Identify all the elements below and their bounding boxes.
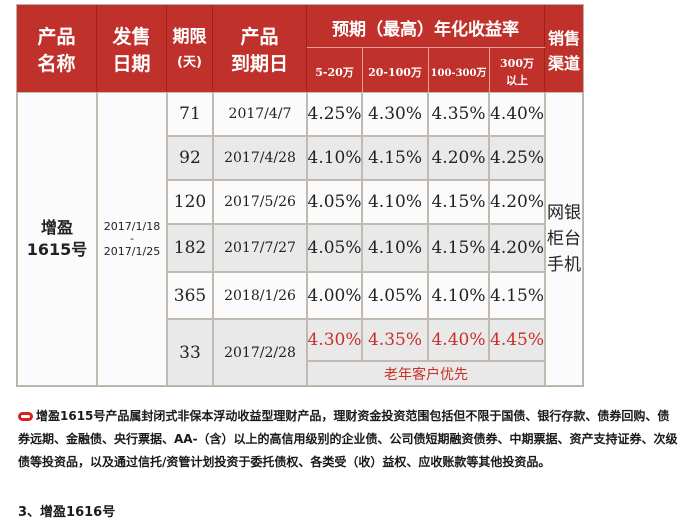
row-6-rate-4: 4.45%	[489, 319, 545, 361]
pen-icon	[18, 412, 33, 421]
row-1-rate-1: 4.25%	[307, 92, 362, 136]
header-tier-300-line2: 以上	[506, 74, 528, 87]
row-6-rate-3: 4.40%	[428, 319, 489, 361]
row-1-rate-2: 4.30%	[362, 92, 428, 136]
header-term-line2: (天)	[177, 55, 202, 70]
row-3-maturity: 2017/5/26	[213, 180, 307, 224]
product-description-text: 增盈1615号产品属封闭式非保本浮动收益型理财产品，理财资金投资范围包括但不限于…	[18, 409, 678, 469]
issue-dates-cell: 2017/1/18 - 2017/1/25	[97, 92, 167, 386]
row-1-rate-3: 4.35%	[428, 92, 489, 136]
header-channel: 销售 渠道	[545, 5, 583, 92]
section-heading: 3、增盈1616号	[18, 505, 116, 520]
row-5-days: 365	[167, 272, 213, 319]
row-3-rate-2: 4.10%	[362, 180, 428, 224]
yield-table: 产品 名称 发售 日期 期限 (天) 产品 到期日 预期（最高）年化收益率 5-…	[16, 4, 584, 387]
product-description: 增盈1615号产品属封闭式非保本浮动收益型理财产品，理财资金投资范围包括但不限于…	[18, 405, 678, 474]
row-1-days: 71	[167, 92, 213, 136]
header-issue-date-line2: 日期	[112, 53, 151, 75]
header-yield-group: 预期（最高）年化收益率 5-20万 20-100万 100-300万 300万 …	[307, 5, 545, 92]
row-4-rate-2: 4.10%	[362, 224, 428, 272]
row-4-days: 182	[167, 224, 213, 272]
row-3-rate-4: 4.20%	[489, 180, 545, 224]
row-2-days: 92	[167, 136, 213, 180]
product-name-line1: 增盈	[40, 218, 73, 237]
row-1-rate-4: 4.40%	[489, 92, 545, 136]
header-product-name-line2: 名称	[37, 53, 76, 75]
row-4-rate-1: 4.05%	[307, 224, 362, 272]
header-tier-20-100: 20-100万	[368, 66, 422, 79]
header-tier-300-line1: 300万	[500, 57, 534, 70]
row-3-rate-3: 4.15%	[428, 180, 489, 224]
header-maturity-line2: 到期日	[230, 53, 288, 75]
row-4-rate-3: 4.15%	[428, 224, 489, 272]
row-6-rate-1: 4.30%	[307, 319, 362, 361]
header-tier-5-20: 5-20万	[315, 66, 354, 79]
row-2-rate-3: 4.20%	[428, 136, 489, 180]
channel-online: 网银	[547, 203, 581, 223]
channel-cell: 网银 柜台 手机	[545, 92, 583, 386]
row-5-rate-2: 4.05%	[362, 272, 428, 319]
row-2-rate-4: 4.25%	[489, 136, 545, 180]
header-maturity-line1: 产品	[240, 26, 279, 48]
header-tier-100-300: 100-300万	[430, 68, 487, 79]
header-term: 期限 (天)	[167, 5, 213, 92]
row-5-rate-3: 4.10%	[428, 272, 489, 319]
header-issue-date: 发售 日期	[97, 5, 167, 92]
issue-date-dash: -	[130, 232, 134, 245]
row-2-rate-1: 4.10%	[307, 136, 362, 180]
row-6-rate-2: 4.35%	[362, 319, 428, 361]
row-3-rate-1: 4.05%	[307, 180, 362, 224]
header-product-name: 产品 名称	[17, 5, 97, 92]
row-5-rate-1: 4.00%	[307, 272, 362, 319]
row-2-maturity: 2017/4/28	[213, 136, 307, 180]
row-5-rate-4: 4.15%	[489, 272, 545, 319]
row-6-days: 33	[167, 319, 213, 386]
channel-mobile: 手机	[547, 255, 581, 275]
row-1-maturity: 2017/4/7	[213, 92, 307, 136]
issue-date-end: 2017/1/25	[103, 245, 161, 258]
row-5-maturity: 2018/1/26	[213, 272, 307, 319]
header-channel-line2: 渠道	[547, 54, 580, 73]
header-channel-line1: 销售	[547, 29, 580, 48]
header-maturity: 产品 到期日	[213, 5, 307, 92]
header-term-line1: 期限	[172, 27, 207, 47]
product-name-cell: 增盈 1615号	[17, 92, 97, 386]
row-2-rate-2: 4.15%	[362, 136, 428, 180]
channel-counter: 柜台	[547, 229, 581, 249]
header-issue-date-line1: 发售	[112, 26, 151, 48]
header-yield-title: 预期（最高）年化收益率	[332, 20, 519, 40]
senior-priority-note: 老年客户优先	[307, 361, 545, 386]
product-name-line2: 1615号	[26, 240, 88, 259]
row-3-days: 120	[167, 180, 213, 224]
row-4-rate-4: 4.20%	[489, 224, 545, 272]
row-6-maturity: 2017/2/28	[213, 319, 307, 386]
header-product-name-line1: 产品	[37, 26, 76, 48]
row-4-maturity: 2017/7/27	[213, 224, 307, 272]
issue-date-start: 2017/1/18	[103, 220, 161, 233]
